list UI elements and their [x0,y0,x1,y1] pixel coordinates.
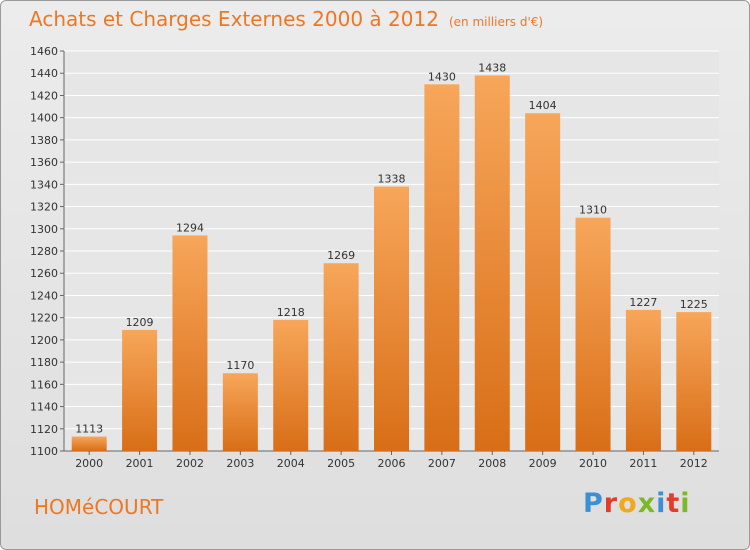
bar-value-label: 1170 [226,359,254,372]
y-tick-label: 1240 [30,289,58,302]
bar-value-label: 1438 [478,61,506,74]
bar-value-label: 1269 [327,249,355,262]
y-tick-label: 1300 [30,223,58,236]
bar-value-label: 1404 [529,99,557,112]
y-tick-label: 1120 [30,423,58,436]
chart-title-text: Achats et Charges Externes 2000 à 2012 [29,7,439,31]
bar [575,217,611,451]
bar [71,436,107,451]
x-tick-label: 2006 [378,457,406,470]
bar-value-label: 1218 [277,306,305,319]
x-tick-label: 2004 [277,457,305,470]
bar-value-label: 1430 [428,70,456,83]
logo-letter: t [666,488,681,519]
y-tick-label: 1340 [30,178,58,191]
logo-letter: x [637,488,657,519]
y-tick-label: 1160 [30,378,58,391]
bar [323,263,359,451]
logo-letter: P [583,488,604,519]
bar [122,329,158,451]
bar [374,186,409,452]
bar-value-label: 1294 [176,221,204,234]
y-tick-label: 1220 [30,312,58,325]
y-tick-label: 1260 [30,267,58,280]
x-tick-label: 2000 [75,457,103,470]
bar [273,319,309,451]
y-tick-label: 1440 [30,67,58,80]
bar [172,235,208,451]
y-tick-label: 1200 [30,334,58,347]
bar-value-label: 1338 [378,173,406,186]
x-tick-label: 2010 [579,457,607,470]
y-tick-label: 1360 [30,156,58,169]
logo-letter: i [680,488,691,519]
x-tick-label: 2005 [327,457,355,470]
commune-name: HOMéCOURT [34,495,164,519]
bar [424,84,460,451]
x-tick-label: 2009 [529,457,557,470]
chart-unit-note: (en milliers d'€) [448,15,544,29]
x-tick-label: 2002 [176,457,204,470]
y-tick-label: 1400 [30,112,58,125]
proxiti-logo[interactable]: Proxiti [583,488,691,519]
bar-value-label: 1113 [75,423,103,436]
y-tick-label: 1280 [30,245,58,258]
logo-letter: o [618,488,638,519]
bar-value-label: 1227 [629,296,657,309]
bar [676,312,712,451]
chart-title: Achats et Charges Externes 2000 à 2012 (e… [29,7,543,31]
y-tick-label: 1320 [30,201,58,214]
logo-letter: i [656,488,667,519]
x-tick-label: 2007 [428,457,456,470]
bar [525,113,561,451]
bar [222,373,258,451]
x-tick-label: 2012 [680,457,708,470]
y-tick-label: 1380 [30,134,58,147]
bar [625,309,661,451]
x-tick-label: 2011 [629,457,657,470]
logo-letter: r [603,488,619,519]
y-tick-label: 1420 [30,89,58,102]
y-tick-label: 1180 [30,356,58,369]
bar-value-label: 1310 [579,204,607,217]
bar-value-label: 1225 [680,298,708,311]
bar [474,75,510,451]
x-tick-label: 2001 [126,457,154,470]
y-tick-label: 1140 [30,401,58,414]
y-tick-label: 1460 [30,45,58,58]
x-tick-label: 2003 [226,457,254,470]
bar-value-label: 1209 [126,316,154,329]
x-tick-label: 2008 [478,457,506,470]
y-tick-label: 1100 [30,445,58,458]
